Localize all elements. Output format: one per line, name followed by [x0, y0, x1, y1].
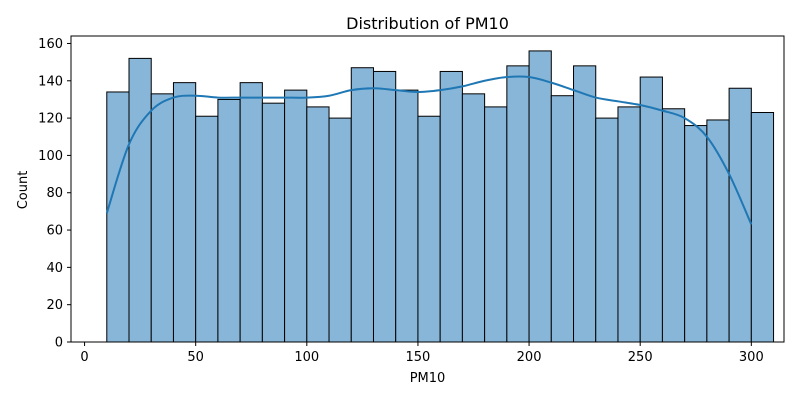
histogram-bar — [150, 93, 174, 343]
y-tick-label: 120 — [38, 112, 63, 127]
histogram-bar — [261, 102, 286, 343]
axes-layer: 0 50 100 150 200 250 300 0 20 40 60 80 100 120 140 160 — [38, 35, 785, 365]
y-tick-label: 100 — [38, 149, 63, 164]
histogram-bar — [528, 50, 552, 343]
histogram-bar — [239, 82, 263, 343]
x-tick-label: 50 — [187, 350, 204, 365]
y-tick-label: 60 — [46, 224, 63, 239]
histogram-bar — [284, 89, 308, 343]
histogram-bar — [595, 117, 619, 343]
x-tick-label: 150 — [406, 350, 431, 365]
histogram-bar — [550, 95, 575, 343]
y-tick-label: 40 — [46, 261, 63, 276]
histogram-bar — [195, 115, 219, 343]
chart-title: Distribution of PM10 — [346, 14, 509, 33]
kde-curve — [105, 75, 753, 225]
histogram-bar — [395, 89, 419, 343]
x-tick-label: 0 — [80, 350, 88, 365]
plot-frame — [70, 35, 785, 343]
x-tick-label: 200 — [517, 350, 542, 365]
histogram-bar — [439, 70, 463, 343]
y-tick-label: 20 — [46, 298, 63, 313]
y-tick-label: 80 — [46, 186, 63, 201]
bars-layer — [106, 50, 775, 343]
histogram-bar — [106, 91, 130, 343]
y-tick-label: 140 — [38, 74, 63, 89]
histogram-bar — [217, 98, 241, 343]
histogram-bar — [461, 93, 486, 343]
y-axis-label: Count — [16, 171, 31, 210]
histogram-bar — [750, 112, 775, 343]
histogram-bar — [506, 65, 530, 343]
histogram-bar — [172, 82, 197, 343]
histogram-bar — [350, 67, 374, 343]
histogram-bar — [417, 115, 441, 343]
y-tick-label: 0 — [55, 336, 63, 351]
histogram-bar — [617, 106, 641, 343]
histogram-bar — [639, 76, 663, 343]
histogram-bar — [306, 106, 330, 343]
histogram-bar — [684, 125, 708, 343]
histogram-bar — [573, 65, 597, 343]
x-tick-label: 300 — [739, 350, 764, 365]
y-tick-label: 160 — [38, 37, 63, 52]
x-tick-label: 100 — [294, 350, 319, 365]
histogram-bar — [328, 117, 352, 343]
histogram-bar — [484, 106, 508, 343]
histogram-bar — [661, 108, 686, 343]
x-tick-label: 250 — [628, 350, 653, 365]
histogram-bar — [372, 70, 397, 343]
x-axis-label: PM10 — [410, 371, 446, 386]
histogram-bar — [128, 57, 152, 343]
